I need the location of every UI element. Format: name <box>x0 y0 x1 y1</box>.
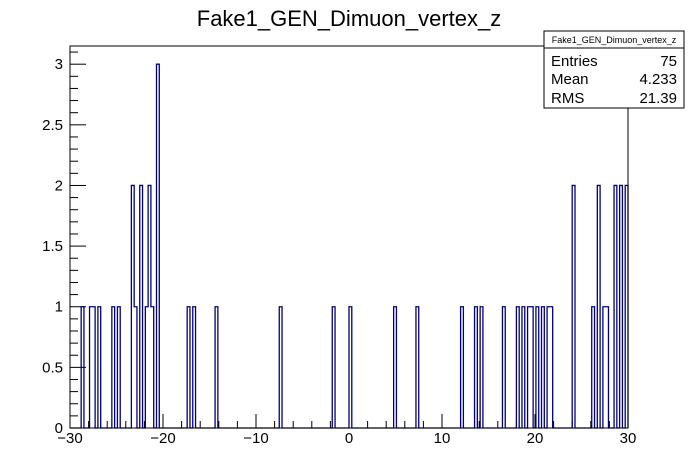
x-tick-label: 20 <box>527 430 544 447</box>
stats-entries-label: Entries <box>551 53 598 70</box>
y-tick-labels: 0 0.5 1 1.5 2 2.5 3 <box>42 56 63 437</box>
stats-mean-value: 4.233 <box>639 71 677 88</box>
y-minor-ticks <box>70 51 78 417</box>
stats-box: Fake1_GEN_Dimuon_vertex_z Entries 75 Mea… <box>543 30 685 109</box>
stats-rms-value: 21.39 <box>639 90 677 107</box>
y-tick-label: 3 <box>55 56 63 73</box>
y-tick-label: 1 <box>55 299 63 316</box>
x-tick-label: 10 <box>434 430 451 447</box>
stats-box-name: Fake1_GEN_Dimuon_vertex_z <box>552 35 677 45</box>
x-tick-label: −20 <box>150 430 175 447</box>
plot-frame <box>69 45 629 429</box>
stats-mean-label: Mean <box>551 71 589 88</box>
y-tick-label: 1.5 <box>42 238 63 255</box>
stats-rms-label: RMS <box>551 90 584 107</box>
x-tick-label: 30 <box>620 430 637 447</box>
y-tick-label: 2 <box>55 177 63 194</box>
x-tick-label: 0 <box>345 430 353 447</box>
y-tick-label: 0.5 <box>42 359 63 376</box>
y-tick-label: 2.5 <box>42 117 63 134</box>
chart-title: Fake1_GEN_Dimuon_vertex_z <box>197 6 501 31</box>
stats-box-frame <box>543 30 685 109</box>
y-tick-label: 0 <box>55 420 63 437</box>
x-tick-labels: −30 −20 −10 0 10 20 30 <box>57 430 636 447</box>
histogram-line <box>70 63 629 429</box>
histogram-bins <box>81 64 628 428</box>
x-tick-label: −10 <box>243 430 268 447</box>
stats-entries-value: 75 <box>660 53 677 70</box>
x-tick-label: −30 <box>57 430 82 447</box>
